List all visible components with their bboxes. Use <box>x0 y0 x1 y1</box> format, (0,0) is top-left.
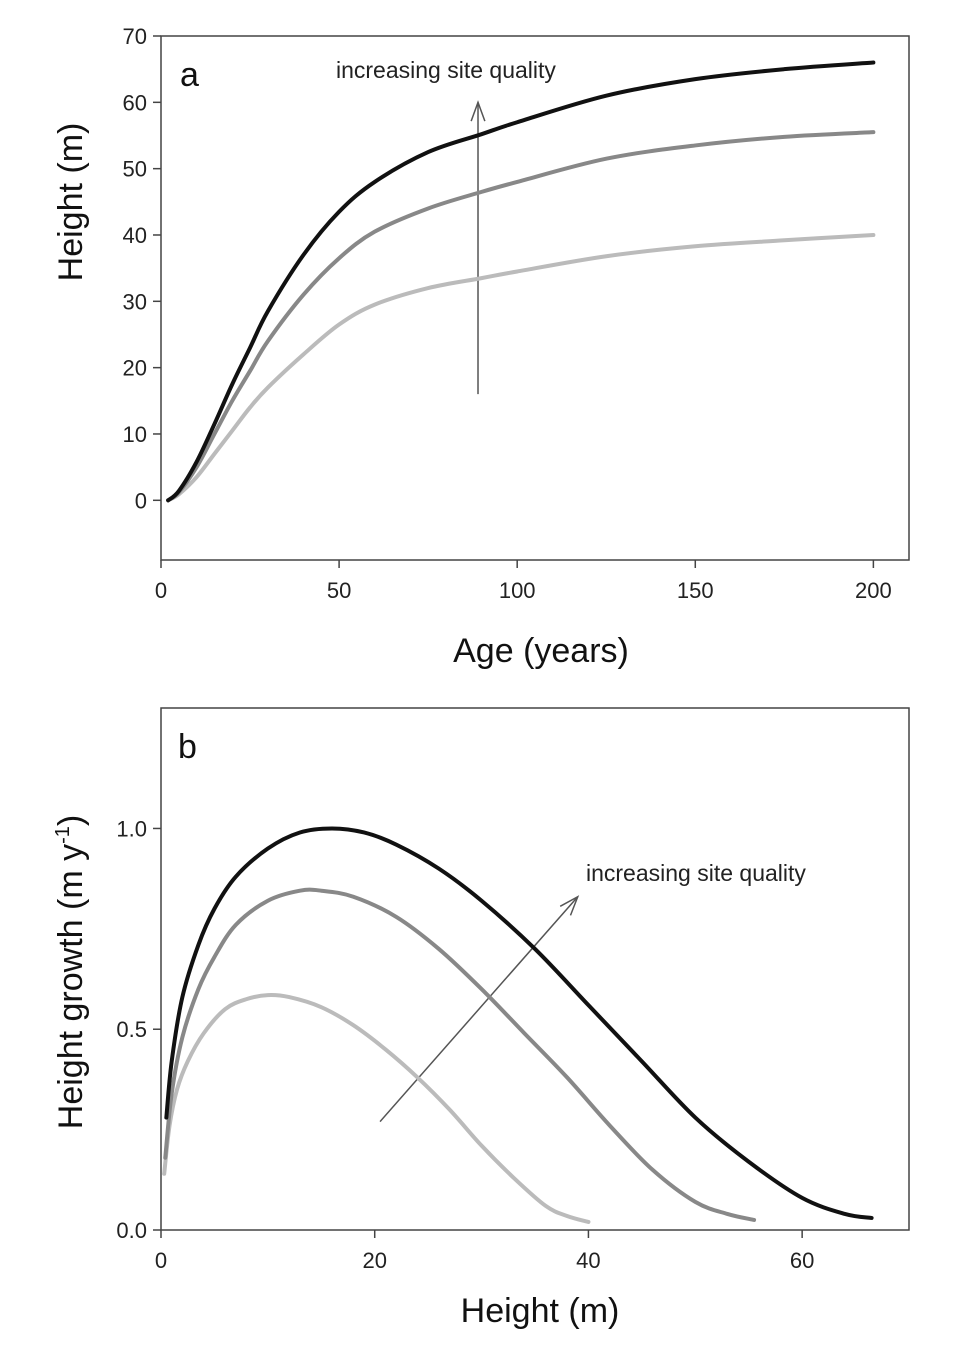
panel-b-ylabel-main: Height growth (m y <box>52 844 90 1129</box>
panel-a-label: a <box>180 56 199 94</box>
annotation-arrow-b <box>379 896 579 1123</box>
x-tick-label-a: 200 <box>855 578 892 603</box>
panel-a-ylabel: Height (m) <box>52 123 90 282</box>
x-tick-label-b: 20 <box>362 1248 386 1273</box>
panel-b-label: b <box>178 728 197 766</box>
x-tick-label-a: 50 <box>327 578 351 603</box>
y-tick-label-b: 0.5 <box>116 1017 147 1042</box>
panel-b-ylabel: Height growth (m y-1) <box>52 815 90 1129</box>
y-tick-label-a: 10 <box>123 422 147 447</box>
y-tick-label-a: 30 <box>123 289 147 314</box>
panel-b-xlabel: Height (m) <box>461 1292 620 1330</box>
x-tick-label-b: 40 <box>576 1248 600 1273</box>
panel-a: 0 50 100 150 200 0 10 20 30 40 50 60 70 <box>123 24 910 603</box>
panel-a-annotation: increasing site quality <box>336 57 556 83</box>
panel-b-ylabel-end: ) <box>52 815 90 826</box>
panel-b: 0 20 40 60 0.0 0.5 1.0 <box>116 707 910 1273</box>
series-line-b-2 <box>163 887 757 1222</box>
y-tick-label-a: 70 <box>123 24 147 49</box>
x-tick-label-b: 0 <box>155 1248 167 1273</box>
x-tick-label-b: 60 <box>790 1248 814 1273</box>
series-line-a-3 <box>166 60 876 503</box>
plot-frame-b <box>160 707 910 1231</box>
plot-frame-a <box>160 35 910 561</box>
panel-b-annotation: increasing site quality <box>586 860 806 886</box>
y-tick-label-b: 0.0 <box>116 1218 147 1243</box>
x-tick-label-a: 0 <box>155 578 167 603</box>
y-tick-label-a: 50 <box>123 157 147 182</box>
y-tick-label-a: 60 <box>123 90 147 115</box>
y-tick-label-a: 40 <box>123 223 147 248</box>
series-line-a-1 <box>166 232 876 503</box>
annotation-arrowhead-a <box>470 100 486 122</box>
series-line-b-3 <box>164 826 874 1220</box>
annotation-arrowhead-b <box>559 895 580 916</box>
y-tick-label-a: 20 <box>123 356 147 381</box>
x-tick-label-a: 100 <box>499 578 536 603</box>
series-line-a-2 <box>166 130 876 503</box>
panel-b-ylabel-sup: -1 <box>52 826 74 844</box>
series-line-b-1 <box>162 992 591 1224</box>
x-tick-label-a: 150 <box>677 578 714 603</box>
y-tick-label-b: 1.0 <box>116 816 147 841</box>
panel-a-xlabel: Age (years) <box>453 632 629 670</box>
y-tick-label-a: 0 <box>135 488 147 513</box>
